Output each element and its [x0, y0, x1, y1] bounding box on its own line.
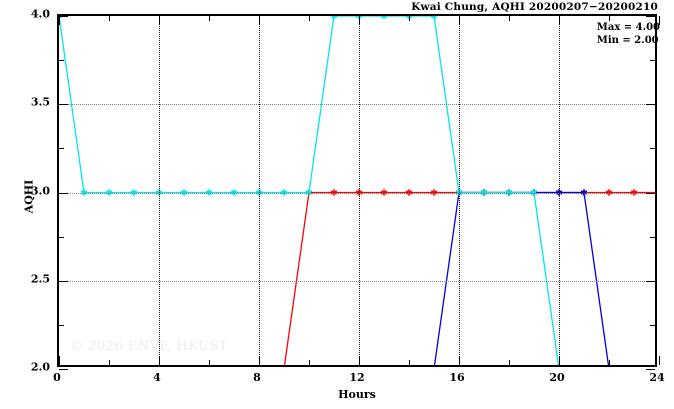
axis-tick	[59, 280, 68, 282]
chart-title: Kwai Chung, AQHI 20200207−20200210	[411, 1, 658, 13]
axis-tick	[609, 360, 610, 365]
gridline-vertical	[259, 16, 260, 365]
axis-tick	[650, 148, 655, 150]
watermark: © 2026 ENVF, HKUST	[70, 339, 228, 354]
axis-tick	[359, 356, 360, 365]
axis-tick	[159, 16, 160, 25]
axis-tick	[509, 16, 510, 21]
gridline-vertical	[159, 16, 160, 365]
min-value-label: Min = 2.00	[596, 34, 659, 46]
stats-annotation-box: Max = 4.00 Min = 2.00	[597, 22, 660, 48]
x-tick-label: 24	[649, 371, 665, 384]
axis-tick	[409, 360, 410, 365]
axis-tick	[559, 356, 560, 365]
gridline-horizontal	[59, 104, 655, 106]
axis-tick	[659, 16, 660, 25]
data-point-marker	[59, 16, 63, 20]
plot-inner: © 2026 ENVF, HKUST	[59, 16, 655, 365]
axis-tick	[609, 16, 610, 21]
axis-tick	[209, 360, 210, 365]
data-point-marker	[430, 16, 438, 20]
axis-tick	[109, 360, 110, 365]
x-axis-title: Hours	[338, 388, 376, 401]
axis-tick	[509, 360, 510, 365]
axis-tick	[409, 16, 410, 21]
y-tick-label: 4.0	[30, 7, 50, 21]
axis-tick	[59, 356, 60, 365]
axis-tick	[650, 60, 655, 62]
data-point-marker	[330, 16, 338, 20]
axis-tick	[59, 192, 68, 194]
axis-tick	[359, 16, 360, 25]
x-tick-label: 4	[153, 371, 161, 384]
axis-tick	[646, 16, 655, 17]
x-tick-label: 0	[53, 371, 61, 384]
y-tick-label: 2.0	[30, 360, 50, 374]
x-tick-label: 12	[349, 371, 365, 384]
axis-tick	[59, 148, 64, 150]
axis-tick	[59, 324, 64, 326]
axis-tick	[59, 369, 68, 370]
axis-tick	[309, 360, 310, 365]
y-tick-label: 3.0	[30, 184, 50, 197]
y-tick-label: 3.5	[30, 95, 50, 109]
axis-tick	[646, 369, 655, 370]
gridline-vertical	[359, 16, 360, 365]
axis-tick	[59, 104, 68, 106]
axis-tick	[459, 356, 460, 365]
axis-tick	[659, 356, 660, 365]
axis-tick	[650, 324, 655, 326]
max-value-label: Max = 4.00	[596, 22, 660, 33]
axis-tick	[159, 356, 160, 365]
axis-tick	[59, 236, 64, 238]
axis-tick	[59, 16, 60, 25]
series-svg	[59, 16, 655, 365]
axis-tick	[259, 16, 260, 25]
axis-tick	[646, 280, 655, 282]
x-tick-label: 8	[253, 371, 261, 384]
x-tick-label: 16	[449, 371, 465, 384]
axis-tick	[259, 356, 260, 365]
axis-tick	[646, 104, 655, 106]
gridline-vertical	[559, 16, 560, 365]
x-tick-label: 20	[549, 371, 565, 384]
axis-tick	[59, 60, 64, 62]
axis-tick	[59, 16, 68, 17]
plot-area: © 2026 ENVF, HKUST	[57, 14, 660, 370]
data-point-marker	[380, 16, 388, 20]
gridline-vertical	[459, 16, 460, 365]
axis-tick	[459, 16, 460, 25]
axis-tick	[109, 16, 110, 21]
axis-tick	[650, 236, 655, 238]
axis-tick	[559, 16, 560, 25]
axis-tick	[309, 16, 310, 21]
axis-tick	[646, 192, 655, 194]
axis-tick	[209, 16, 210, 21]
gridline-horizontal	[59, 192, 655, 194]
y-tick-label: 2.5	[30, 272, 50, 286]
gridline-horizontal	[59, 280, 655, 282]
